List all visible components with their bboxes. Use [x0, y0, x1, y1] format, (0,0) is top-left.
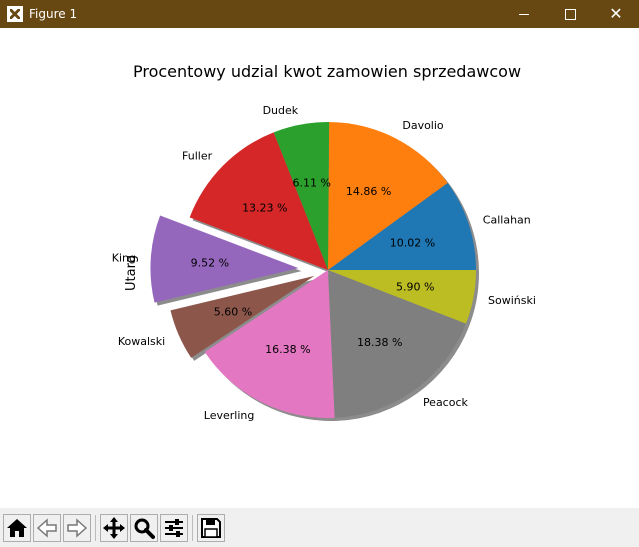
- home-icon: [7, 518, 27, 537]
- slice-percent-callahan: 10.02 %: [390, 237, 435, 250]
- slice-label-king: King: [112, 252, 136, 265]
- slice-label-callahan: Callahan: [483, 214, 531, 227]
- maximize-icon: [564, 8, 576, 20]
- slice-label-sowinski: Sowiński: [488, 294, 536, 307]
- sliders-icon: [165, 518, 183, 537]
- slice-label-kowalski: Kowalski: [118, 335, 165, 348]
- pie-slice-king: [150, 215, 299, 303]
- close-button[interactable]: ✕: [593, 0, 639, 28]
- pie-chart: Procentowy udzial kwot zamowien sprzedaw…: [112, 62, 536, 422]
- zoom-button[interactable]: [130, 513, 158, 542]
- y-axis-label: Utarg: [124, 255, 139, 291]
- magnifier-icon: [134, 518, 155, 539]
- slice-percent-kowalski: 5.60 %: [214, 305, 252, 318]
- window-titlebar: Figure 1 ✕: [0, 0, 639, 28]
- slice-percent-fuller: 13.23 %: [242, 202, 287, 215]
- toolbar-separator: [95, 514, 96, 541]
- slice-label-dudek: Dudek: [263, 104, 299, 117]
- navigation-toolbar: [0, 508, 639, 547]
- forward-arrow-icon: [67, 517, 88, 538]
- back-arrow-icon: [36, 517, 57, 538]
- slice-percent-davolio: 14.86 %: [346, 185, 391, 198]
- minimize-button[interactable]: [501, 0, 547, 28]
- configure-subplots-button[interactable]: [160, 513, 188, 542]
- pie-slice-peacock: [328, 270, 466, 418]
- toolbar-separator: [192, 514, 193, 541]
- matplotlib-app-icon: [7, 6, 23, 22]
- pie-slice-dudek: [273, 121, 330, 270]
- window-controls: ✕: [501, 0, 639, 28]
- slice-percent-dudek: 6.11 %: [292, 177, 330, 190]
- pan-button[interactable]: [100, 513, 128, 542]
- slice-percent-peacock: 18.38 %: [357, 336, 402, 349]
- figure-canvas[interactable]: Procentowy udzial kwot zamowien sprzedaw…: [0, 28, 639, 508]
- floppy-disk-icon: [201, 517, 221, 538]
- slice-label-leverling: Leverling: [204, 409, 255, 422]
- pie-slice-leverling: [204, 270, 335, 418]
- back-button[interactable]: [33, 513, 61, 542]
- slice-percent-sowinski: 5.90 %: [396, 280, 434, 293]
- window-title: Figure 1: [29, 7, 78, 21]
- slice-label-fuller: Fuller: [182, 150, 213, 163]
- chart-title: Procentowy udzial kwot zamowien sprzedaw…: [133, 62, 521, 81]
- slice-percent-king: 9.52 %: [191, 256, 229, 269]
- pie-slice-kowalski: [170, 275, 315, 358]
- pie-slice-davolio: [328, 122, 448, 270]
- maximize-button[interactable]: [547, 0, 593, 28]
- close-icon: ✕: [609, 4, 623, 23]
- pie-slice-fuller: [189, 132, 328, 270]
- slice-label-peacock: Peacock: [423, 396, 469, 409]
- slice-percent-leverling: 16.38 %: [265, 343, 310, 356]
- pie-slice-callahan: [328, 182, 476, 270]
- home-button[interactable]: [3, 513, 31, 542]
- move-icon: [103, 516, 125, 539]
- slice-label-davolio: Davolio: [402, 119, 444, 132]
- forward-button[interactable]: [63, 513, 91, 542]
- minimize-icon: [519, 13, 529, 15]
- pie-slice-sowinski: [328, 270, 476, 324]
- save-button[interactable]: [197, 513, 225, 542]
